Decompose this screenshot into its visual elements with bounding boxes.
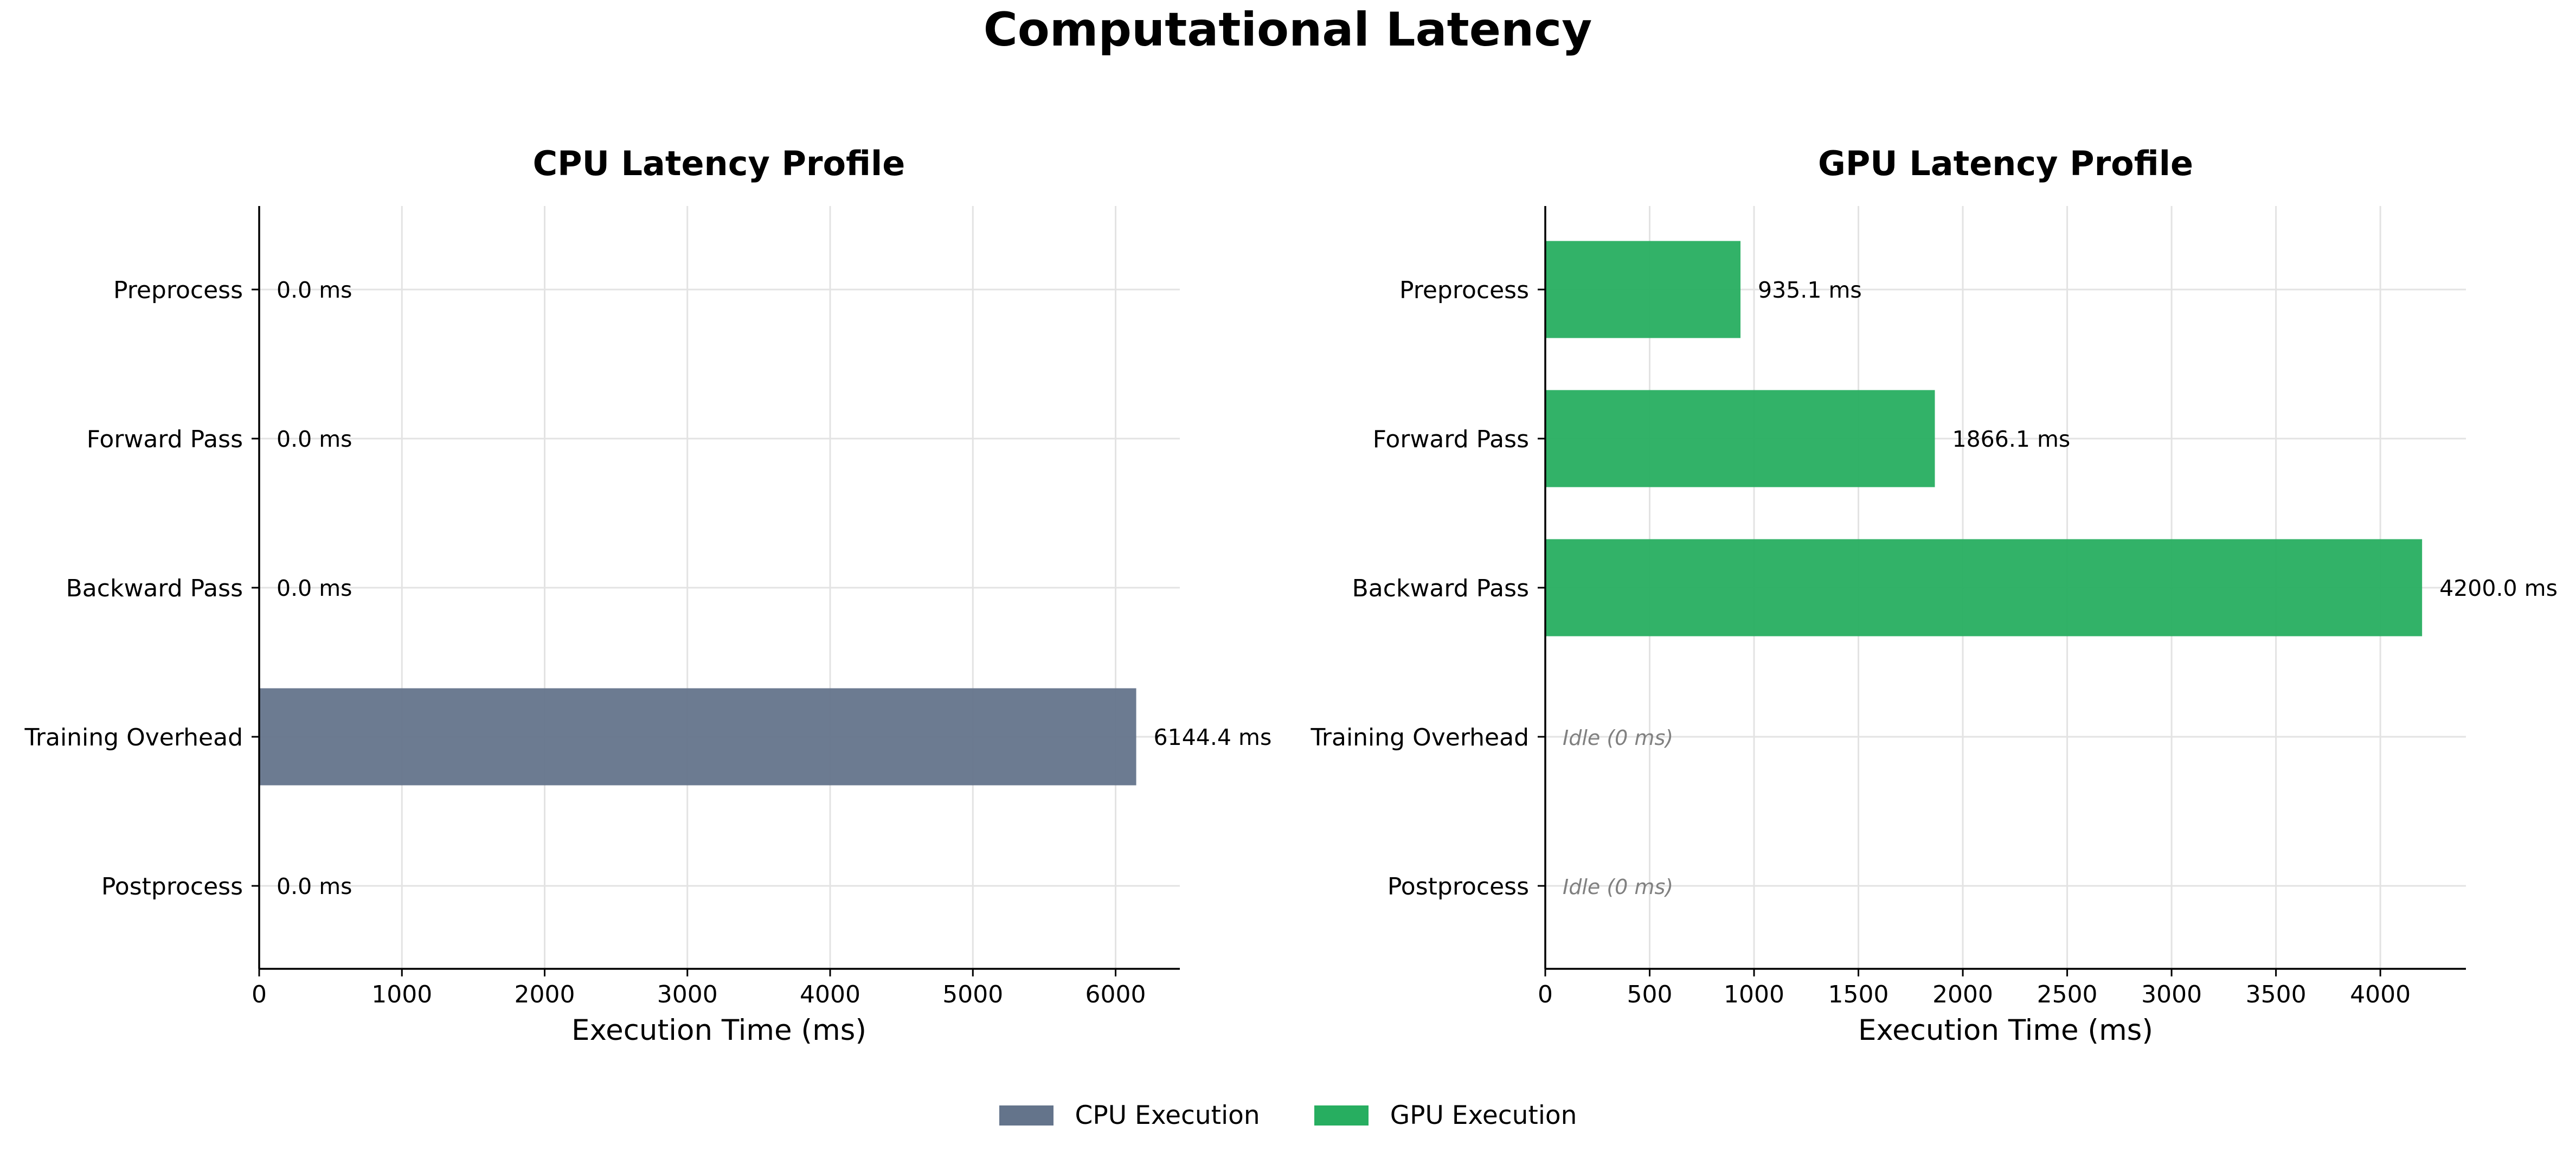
cpu-chart-panel: CPU Latency Profile Execution Time (ms) …	[24, 144, 1271, 1047]
cpu-x-tick-label: 1000	[371, 981, 432, 1008]
gpu-data-label: Idle (0 ms)	[1563, 875, 1673, 899]
gpu-data-label: 1866.1 ms	[1952, 426, 2071, 452]
legend-label-gpu: GPU Execution	[1390, 1101, 1577, 1130]
gpu-x-tick-label: 500	[1627, 981, 1673, 1008]
cpu-bar	[259, 688, 1136, 786]
gpu-category-label: Forward Pass	[1373, 426, 1529, 453]
gpu-x-tick-label: 3500	[2246, 981, 2307, 1008]
figure-title: Computational Latency	[984, 3, 1592, 57]
legend-label-cpu: CPU Execution	[1075, 1101, 1260, 1130]
gpu-bar	[1545, 390, 1935, 487]
gpu-x-tick-label: 2500	[2037, 981, 2098, 1008]
cpu-x-tick-label: 4000	[800, 981, 860, 1008]
cpu-category-label: Forward Pass	[87, 426, 243, 453]
gpu-category-label: Preprocess	[1399, 276, 1529, 304]
gpu-category-label: Postprocess	[1387, 873, 1529, 901]
legend: CPU Execution GPU Execution	[0, 1101, 2576, 1130]
cpu-x-tick-label: 6000	[1085, 981, 1146, 1008]
legend-swatch-cpu	[999, 1105, 1053, 1126]
gpu-category-label: Training Overhead	[1310, 724, 1529, 751]
cpu-x-tick-label: 2000	[515, 981, 575, 1008]
gpu-category-label: Backward Pass	[1352, 575, 1529, 602]
cpu-data-label: 0.0 ms	[277, 426, 352, 452]
cpu-x-tick-label: 3000	[657, 981, 718, 1008]
gpu-x-tick-label: 0	[1538, 981, 1553, 1008]
cpu-x-tick-label: 0	[252, 981, 267, 1008]
cpu-category-label: Postprocess	[101, 873, 243, 901]
cpu-data-label: 6144.4 ms	[1154, 724, 1272, 750]
gpu-chart-panel: GPU Latency Profile Execution Time (ms) …	[1310, 144, 2557, 1047]
legend-item-gpu: GPU Execution	[1314, 1101, 1577, 1130]
gpu-x-axis-label: Execution Time (ms)	[1858, 1014, 2153, 1047]
gpu-data-label: 935.1 ms	[1758, 277, 1862, 303]
gpu-data-label: Idle (0 ms)	[1563, 726, 1673, 750]
gpu-x-tick-label: 1500	[1828, 981, 1889, 1008]
cpu-x-axis-label: Execution Time (ms)	[571, 1014, 866, 1047]
gpu-chart-title: GPU Latency Profile	[1818, 144, 2193, 183]
gpu-x-tick-label: 1000	[1724, 981, 1784, 1008]
cpu-data-label: 0.0 ms	[277, 575, 352, 601]
gpu-x-tick-label: 4000	[2350, 981, 2411, 1008]
cpu-data-label: 0.0 ms	[277, 873, 352, 899]
cpu-category-label: Preprocess	[113, 276, 243, 304]
gpu-x-tick-label: 3000	[2141, 981, 2202, 1008]
legend-item-cpu: CPU Execution	[999, 1101, 1260, 1130]
gpu-x-tick-label: 2000	[1932, 981, 1993, 1008]
cpu-x-tick-label: 5000	[942, 981, 1003, 1008]
gpu-data-label: 4200.0 ms	[2439, 575, 2558, 601]
gpu-bar	[1545, 241, 1741, 338]
cpu-chart-title: CPU Latency Profile	[533, 144, 905, 183]
cpu-data-label: 0.0 ms	[277, 277, 352, 303]
cpu-category-label: Backward Pass	[66, 575, 243, 602]
gpu-bar	[1545, 539, 2423, 636]
legend-swatch-gpu	[1314, 1105, 1369, 1126]
cpu-category-label: Training Overhead	[24, 724, 243, 751]
